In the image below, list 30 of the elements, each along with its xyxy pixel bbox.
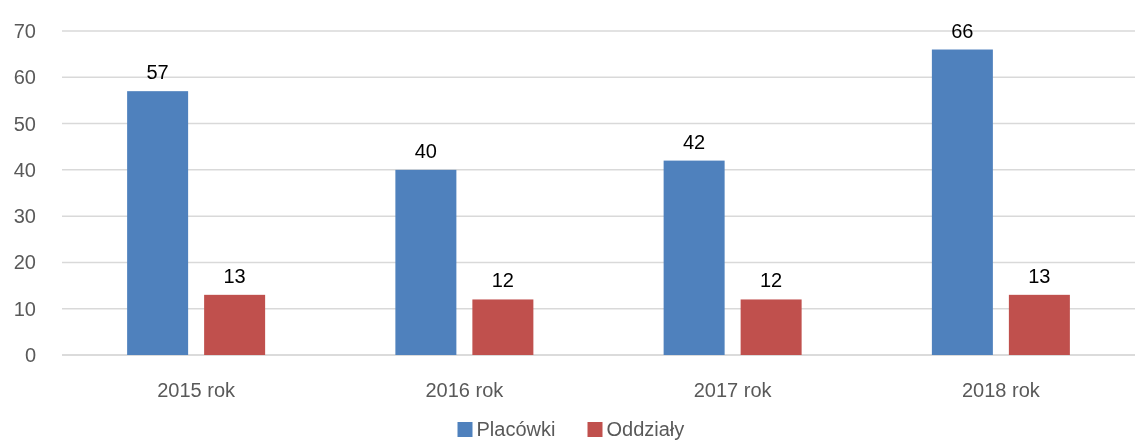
x-tick-label: 2018 rok [961,379,1041,401]
bar [395,169,457,355]
bar [931,49,993,355]
legend-label: Oddziały [606,418,685,440]
data-label: 13 [223,264,246,287]
y-tick-label: 70 [13,20,36,42]
data-label: 42 [683,130,706,153]
bar [1008,294,1070,355]
data-label: 12 [491,269,514,292]
bar [663,160,725,355]
data-label: 66 [951,19,974,42]
x-tick-label: 2016 rok [425,379,505,401]
x-tick-label: 2017 rok [693,379,773,401]
data-label: 40 [414,139,437,162]
y-tick-label: 20 [13,251,36,274]
y-tick-label: 30 [13,205,36,228]
data-label: 12 [760,269,783,292]
y-tick-label: 40 [13,158,36,181]
legend-label: Placówki [476,418,556,440]
bar [740,299,802,355]
x-tick-label: 2015 rok [157,379,237,401]
y-tick-label: 50 [13,112,36,135]
data-label: 57 [146,61,169,84]
bar [204,294,266,355]
y-tick-label: 0 [24,344,36,366]
y-tick-label: 60 [13,66,36,89]
y-tick-label: 10 [13,297,36,320]
bar [472,299,534,355]
data-label: 13 [1028,264,1051,287]
bar [127,91,189,355]
